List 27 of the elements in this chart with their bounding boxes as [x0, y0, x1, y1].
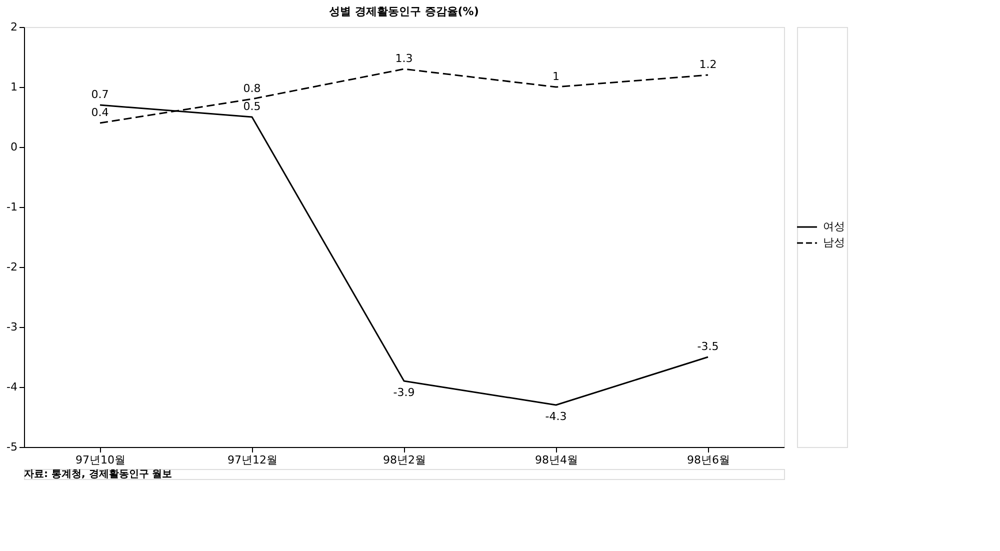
data-label: 1.3: [395, 52, 413, 65]
x-tick-label: 98년4월: [535, 454, 578, 466]
data-label: 0.8: [243, 82, 261, 95]
data-label: 1: [552, 70, 560, 83]
data-label: 0.7: [91, 88, 109, 101]
y-tick-label: 1: [10, 80, 18, 94]
legend-label: 여성: [823, 220, 845, 233]
y-tick-label: -2: [6, 260, 18, 274]
y-tick-label: -3: [6, 320, 18, 334]
y-tick-label: 0: [10, 140, 18, 154]
legend-label: 남성: [823, 236, 845, 249]
data-label: -3.9: [393, 386, 415, 399]
data-label: -3.5: [697, 340, 719, 353]
x-tick-label: 98년2월: [383, 454, 426, 466]
data-label: 0.4: [91, 106, 109, 119]
x-tick-label: 97년12월: [228, 454, 278, 466]
data-label: 0.5: [243, 100, 261, 113]
chart-title: 성별 경제활동인구 증감율(%): [329, 5, 479, 18]
y-tick-label: -1: [6, 200, 18, 214]
y-tick-label: 2: [10, 20, 18, 34]
x-tick-label: 97년10월: [76, 454, 126, 466]
x-tick-label: 98년6월: [687, 454, 730, 466]
data-label: 1.2: [699, 58, 717, 71]
y-tick-label: -5: [6, 440, 18, 454]
data-label: -4.3: [545, 410, 567, 423]
y-tick-label: -4: [6, 380, 18, 394]
text: 자료: 통계청, 경제활동인구 월보: [24, 469, 172, 480]
